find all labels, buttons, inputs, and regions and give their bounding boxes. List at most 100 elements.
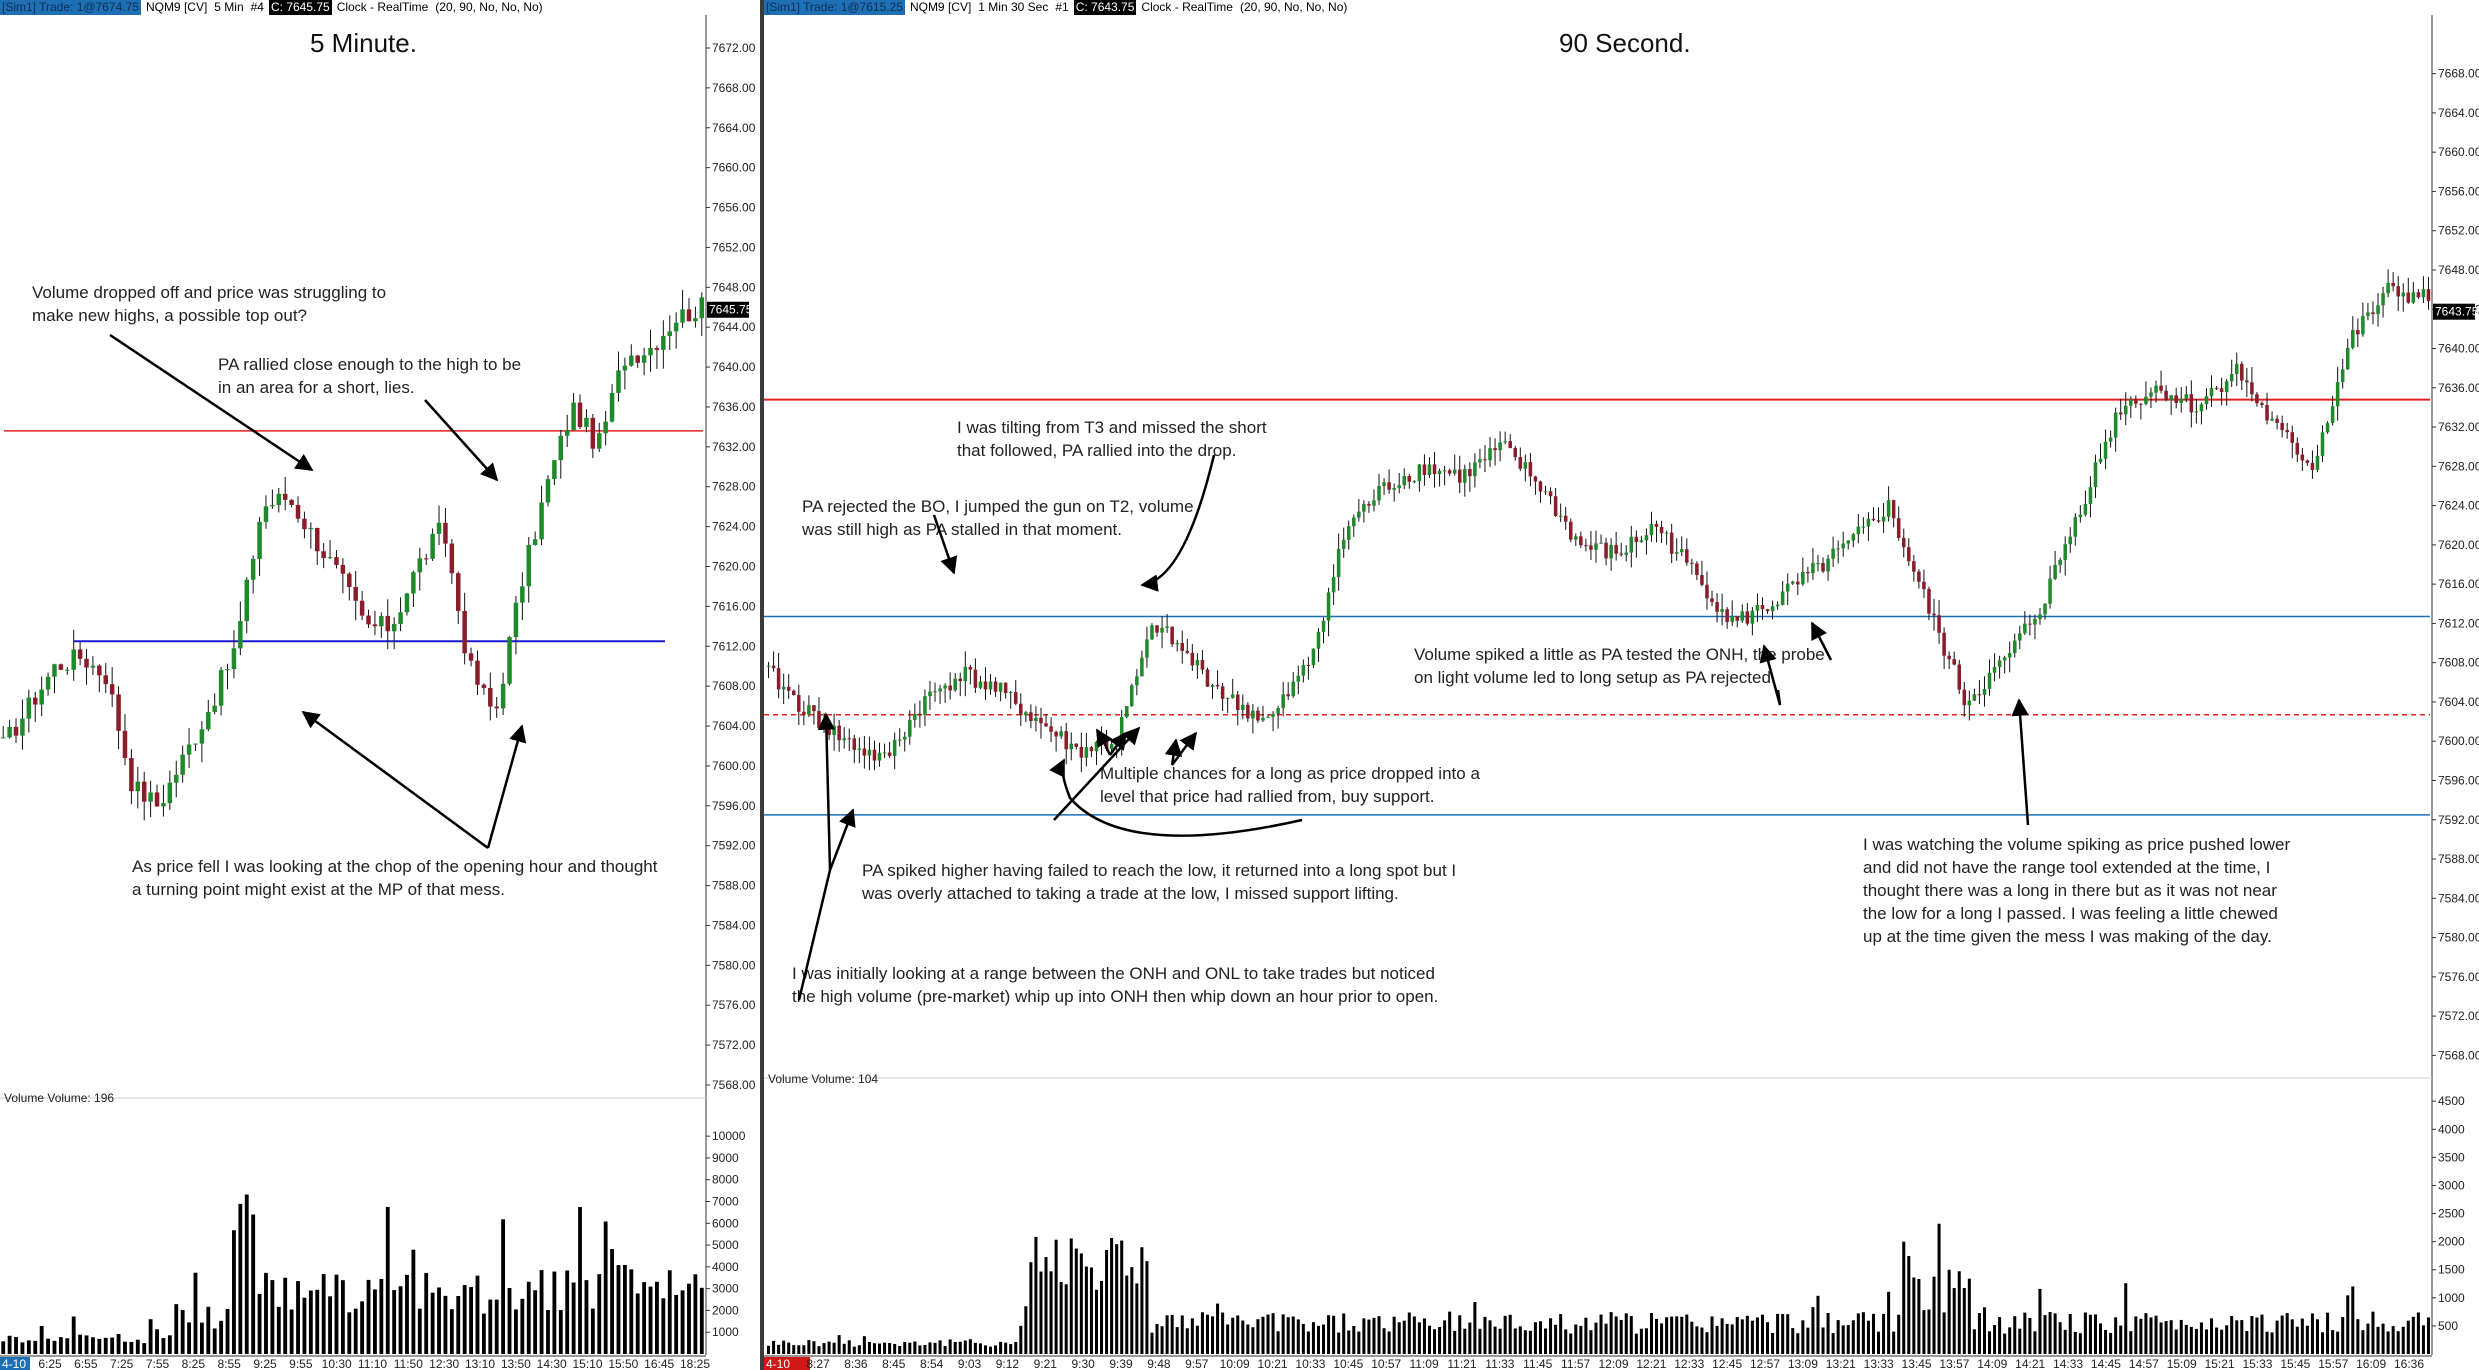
volume-bar [1569,1333,1573,1354]
volume-bar [514,1309,518,1354]
candle-body [1473,462,1477,477]
candle-body [1402,475,1407,486]
candle-body [2290,432,2295,443]
volume-bar [552,1271,557,1354]
time-tick-label: 13:57 [1939,1357,1969,1370]
volume-bar [872,1343,876,1354]
candle-body [1003,682,1008,694]
candle-body [1705,584,1709,599]
candle-body [2396,286,2400,297]
candle-body [832,725,836,736]
candle-body [1498,442,1502,451]
volume-bar [437,1287,441,1354]
volume-bar [867,1341,871,1354]
annotation-note: Volume spiked a little as PA tested the … [1414,645,1825,687]
volume-bar [84,1335,89,1354]
volume-bar [1710,1316,1714,1354]
candle-body [629,355,634,366]
candle-body [1669,532,1674,554]
volume-bar [2361,1330,2365,1354]
volume-bar [20,1342,25,1354]
candle-body [250,558,256,580]
candle-body [2108,437,2113,442]
price-tick-label: 7636.00 [2438,381,2479,395]
volume-bar [661,1298,666,1354]
price-tick-label: 7624.00 [712,520,756,534]
candle-body [526,544,531,587]
candle-body [1130,685,1134,707]
candle-body [1160,627,1164,633]
candle-body [109,684,115,695]
volume-tick-label: 2000 [2438,1235,2465,1249]
candle-body [2063,544,2067,560]
chart-title: 90 Second. [1559,28,1691,58]
volume-bar [1205,1314,1209,1354]
price-tick-label: 7620.00 [2438,538,2479,552]
volume-bar [1014,1341,1018,1354]
volume-bar [1407,1312,1411,1354]
volume-bar [52,1340,57,1354]
volume-bar [1750,1320,1754,1354]
price-tick-label: 7572.00 [712,1038,756,1052]
volume-bar [1942,1312,1946,1354]
candle-body [908,719,912,737]
price-tick-label: 7612.00 [2438,616,2479,630]
candle-body [2033,618,2037,625]
candle-body [154,792,160,807]
volume-bar [963,1340,967,1354]
chart-panel-90sec[interactable]: [Sim1] Trade: 1@7615.25 NQM9 [CV] 1 Min 30… [764,0,2479,1370]
volume-bar [812,1341,816,1354]
candle-body [1685,549,1689,563]
candle-body [1452,469,1457,474]
price-chart-90sec[interactable]: 7668.00 7664.00 7660.00 7656.00 7652.00 7648.… [764,0,2479,1370]
panel-divider[interactable] [760,0,764,1370]
price-chart-5min[interactable]: 7672.00 7668.00 7664.00 7660.00 7656.00 7652.… [0,0,760,1370]
candle-body [978,681,983,688]
time-tick-label: 13:33 [1864,1357,1894,1370]
candle-body [2335,382,2340,407]
volume-bar [315,1289,320,1354]
candle-body [1856,526,1861,535]
chart-panel-5min[interactable]: [Sim1] Trade: 1@7674.75 NQM9 [CV] 5 Min #4 C… [0,0,760,1370]
volume-bar [321,1274,326,1354]
volume-bar [2063,1329,2067,1354]
volume-bar [1528,1330,1532,1354]
volume-bar [1725,1323,1729,1354]
volume-bar [1554,1324,1558,1354]
price-tick-label: 7592.00 [2438,813,2479,827]
volume-bar [1861,1312,1865,1354]
volume-bar [103,1337,108,1354]
candle-body [1362,503,1366,512]
price-tick-label: 7584.00 [712,918,756,932]
volume-bar [2104,1329,2108,1354]
candle-body [1664,532,1669,534]
candle-body [1291,681,1296,697]
time-tick-label: 11:10 [358,1357,387,1370]
candle-body [2012,640,2017,654]
candle-body [263,506,269,522]
volume-bar [2346,1295,2350,1354]
time-tick-label: 15:45 [2280,1357,2310,1370]
candle-body [2194,411,2199,413]
candle-body [302,518,307,530]
price-tick-label: 7572.00 [2438,1009,2479,1023]
volume-bar [308,1290,313,1354]
volume-pane-label: Volume Volume: 196 [4,1091,114,1105]
annotation-line: Volume dropped off and price was struggl… [32,283,386,302]
candle-body [1548,491,1553,497]
candle-body [807,705,811,715]
volume-bar [366,1279,371,1354]
volume-bar [802,1345,806,1354]
volume-bar [1937,1223,1941,1354]
candle-body [2411,292,2416,303]
price-tick-label: 7664.00 [2438,106,2479,120]
volume-bar [1120,1240,1124,1354]
volume-bar [232,1230,236,1354]
candle-body [26,697,32,719]
volume-bar [1599,1314,1603,1354]
volume-bar [648,1286,653,1354]
volume-bar [475,1275,480,1354]
candle-body [500,683,506,709]
candle-body [161,803,166,807]
candle-body [1876,520,1881,522]
